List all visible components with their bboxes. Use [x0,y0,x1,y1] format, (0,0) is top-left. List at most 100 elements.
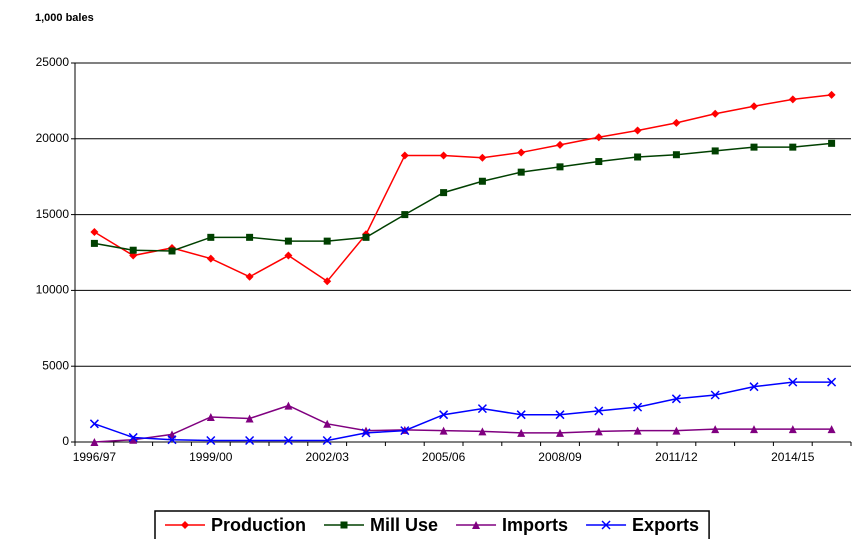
marker [207,233,215,241]
y-tick-label: 20000 [36,131,70,145]
x-tick-label: 1996/97 [73,450,117,464]
marker [246,233,254,241]
y-tick-label: 0 [62,434,69,448]
x-tick-label: 1999/00 [189,450,233,464]
marker [477,404,487,414]
marker [595,158,603,166]
marker [323,277,332,286]
marker [90,228,99,237]
marker [90,239,98,247]
x-tick-label: 2011/12 [655,450,698,464]
marker [400,426,410,436]
marker [181,521,189,529]
marker [788,377,798,387]
marker [827,377,837,387]
y-axis-label: 1,000 bales [35,12,94,24]
marker [361,428,371,438]
legend-label: Production [211,515,306,535]
marker [245,435,255,446]
marker [827,90,836,99]
marker [633,402,643,412]
series-line [94,94,832,283]
marker [168,430,176,439]
marker [284,237,292,245]
marker [340,521,348,529]
marker [555,410,565,420]
marker [516,410,526,420]
x-tick-label: 2008/09 [538,450,582,464]
marker [789,143,797,151]
marker [322,435,332,446]
marker [633,426,642,435]
marker [400,151,409,160]
x-tick-label: 2014/15 [771,450,815,464]
marker [517,148,526,157]
marker [634,153,642,161]
marker [788,425,797,434]
marker [556,163,564,171]
y-tick-label: 5000 [42,358,69,372]
legend-label: Exports [632,515,699,535]
marker [828,139,836,147]
series-line [94,142,832,252]
legend-label: Mill Use [370,515,438,535]
marker [594,133,603,142]
marker [439,426,448,435]
marker [517,428,526,437]
marker [323,237,331,245]
marker [594,427,603,436]
marker [362,233,370,241]
marker [478,177,486,185]
marker [245,414,254,423]
marker [129,435,138,444]
marker [710,390,720,400]
marker [711,425,720,434]
series-line [94,381,832,442]
marker [749,382,759,392]
marker [129,246,137,254]
marker [168,247,176,255]
x-tick-label: 2005/06 [422,450,466,464]
marker [750,425,758,434]
marker [711,147,719,155]
marker [206,254,215,263]
marker [750,143,758,151]
marker [206,412,215,421]
marker [284,251,293,260]
marker [478,153,487,162]
legend: Production Mill Use Imports Exports [154,510,710,539]
marker [601,520,611,530]
marker [439,410,449,420]
marker [633,126,642,135]
marker [90,438,99,446]
marker [323,419,332,428]
marker [478,427,487,436]
marker [206,435,216,446]
marker [671,394,681,404]
marker [167,435,177,445]
marker [788,95,797,104]
x-tick-label: 2002/03 [306,450,350,464]
marker [440,189,448,197]
marker [517,168,525,176]
marker [594,406,604,416]
marker [750,102,758,111]
marker [283,435,293,446]
marker [128,432,138,442]
y-tick-label: 10000 [36,283,70,297]
marker [284,401,293,410]
y-tick-label: 15000 [36,207,70,221]
series-line [94,404,832,443]
y-tick-label: 25000 [36,55,70,69]
marker [711,109,720,118]
marker [89,419,99,429]
marker [472,521,481,529]
marker [401,211,409,219]
marker [245,272,254,281]
marker [439,151,448,160]
marker [827,425,836,434]
marker [672,151,680,159]
legend-label: Imports [502,515,568,535]
marker [556,140,564,149]
